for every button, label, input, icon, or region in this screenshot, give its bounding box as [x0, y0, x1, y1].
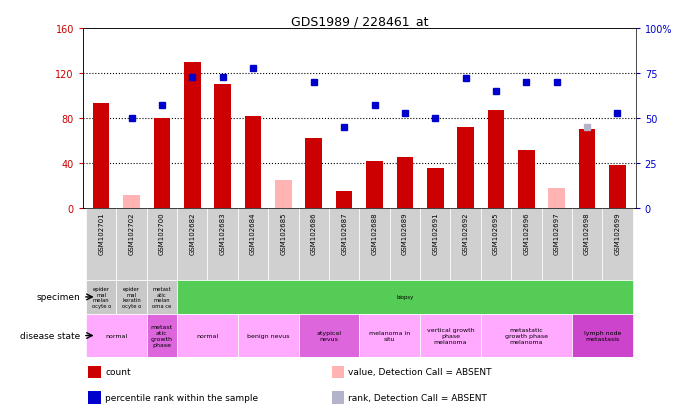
Text: count: count	[105, 368, 131, 376]
Text: GSM102700: GSM102700	[159, 212, 165, 255]
Bar	[116, 280, 146, 314]
Text: GSM102685: GSM102685	[281, 212, 286, 254]
Bar	[329, 209, 359, 280]
Text: metast
atic
melan
oma ce: metast atic melan oma ce	[152, 286, 171, 309]
Bar	[275, 180, 292, 209]
Text: rank, Detection Call = ABSENT: rank, Detection Call = ABSENT	[348, 393, 487, 402]
Bar	[238, 314, 299, 358]
Text: specimen: specimen	[37, 293, 80, 301]
Bar	[457, 128, 474, 209]
Bar	[123, 195, 140, 209]
Bar	[511, 209, 542, 280]
Bar	[245, 116, 261, 209]
Text: disease state: disease state	[20, 331, 80, 340]
Text: GSM102697: GSM102697	[553, 212, 560, 255]
Bar	[177, 280, 633, 314]
Bar	[146, 314, 177, 358]
Bar	[238, 209, 268, 280]
Bar	[359, 209, 390, 280]
Bar	[427, 168, 444, 209]
Bar	[481, 314, 572, 358]
Bar	[572, 314, 633, 358]
Bar	[86, 314, 146, 358]
Bar	[549, 188, 565, 209]
Text: GSM102687: GSM102687	[341, 212, 347, 255]
Text: benign nevus: benign nevus	[247, 333, 290, 338]
Bar	[420, 209, 451, 280]
Bar	[86, 209, 116, 280]
Text: GSM102691: GSM102691	[433, 212, 438, 255]
Bar	[579, 130, 596, 209]
Text: melanoma in
situ: melanoma in situ	[369, 330, 410, 341]
Bar	[88, 392, 101, 404]
Text: GSM102683: GSM102683	[220, 212, 226, 255]
Bar	[390, 209, 420, 280]
Text: GSM102702: GSM102702	[129, 212, 135, 254]
Text: metast
atic
growth
phase: metast atic growth phase	[151, 325, 173, 347]
Text: normal: normal	[105, 333, 127, 338]
Bar	[420, 314, 481, 358]
Bar	[153, 119, 170, 209]
Text: GSM102696: GSM102696	[523, 212, 529, 255]
Bar	[609, 166, 626, 209]
Bar	[299, 209, 329, 280]
Bar	[397, 158, 413, 209]
Bar	[488, 111, 504, 209]
Bar	[542, 209, 572, 280]
Text: vertical growth
phase
melanoma: vertical growth phase melanoma	[426, 328, 474, 344]
Text: GSM102695: GSM102695	[493, 212, 499, 254]
Text: percentile rank within the sample: percentile rank within the sample	[105, 393, 258, 402]
Text: GSM102692: GSM102692	[463, 212, 468, 254]
Bar	[184, 63, 200, 209]
Text: epider
mal
keratin
ocyte o: epider mal keratin ocyte o	[122, 286, 141, 309]
Bar	[116, 209, 146, 280]
Bar	[146, 209, 177, 280]
Bar	[518, 150, 535, 209]
Text: GSM102684: GSM102684	[250, 212, 256, 254]
Text: GSM102686: GSM102686	[311, 212, 316, 255]
Text: lymph node
metastasis: lymph node metastasis	[584, 330, 621, 341]
Bar	[177, 314, 238, 358]
Text: metastatic
growth phase
melanoma: metastatic growth phase melanoma	[505, 328, 548, 344]
Bar	[603, 209, 633, 280]
Bar	[214, 85, 231, 209]
Bar	[305, 139, 322, 209]
Bar	[332, 366, 344, 378]
Bar	[572, 209, 603, 280]
Text: normal: normal	[196, 333, 218, 338]
Text: GSM102689: GSM102689	[402, 212, 408, 255]
Bar	[93, 104, 109, 209]
Bar	[366, 161, 383, 209]
Text: GSM102682: GSM102682	[189, 212, 196, 254]
Text: epider
mal
melan
ocyte o: epider mal melan ocyte o	[91, 286, 111, 309]
Bar	[207, 209, 238, 280]
Title: GDS1989 / 228461_at: GDS1989 / 228461_at	[291, 15, 428, 28]
Text: value, Detection Call = ABSENT: value, Detection Call = ABSENT	[348, 368, 492, 376]
Bar	[481, 209, 511, 280]
Bar	[336, 192, 352, 209]
Text: biopsy: biopsy	[396, 295, 413, 300]
Bar	[451, 209, 481, 280]
Text: GSM102688: GSM102688	[372, 212, 377, 255]
Text: GSM102699: GSM102699	[614, 212, 621, 255]
Bar	[88, 366, 101, 378]
Text: atypical
nevus: atypical nevus	[316, 330, 341, 341]
Bar	[299, 314, 359, 358]
Bar	[177, 209, 207, 280]
Bar	[332, 392, 344, 404]
Bar	[146, 280, 177, 314]
Text: GSM102701: GSM102701	[98, 212, 104, 255]
Bar	[268, 209, 299, 280]
Bar	[86, 280, 116, 314]
Text: GSM102698: GSM102698	[584, 212, 590, 255]
Bar	[359, 314, 420, 358]
